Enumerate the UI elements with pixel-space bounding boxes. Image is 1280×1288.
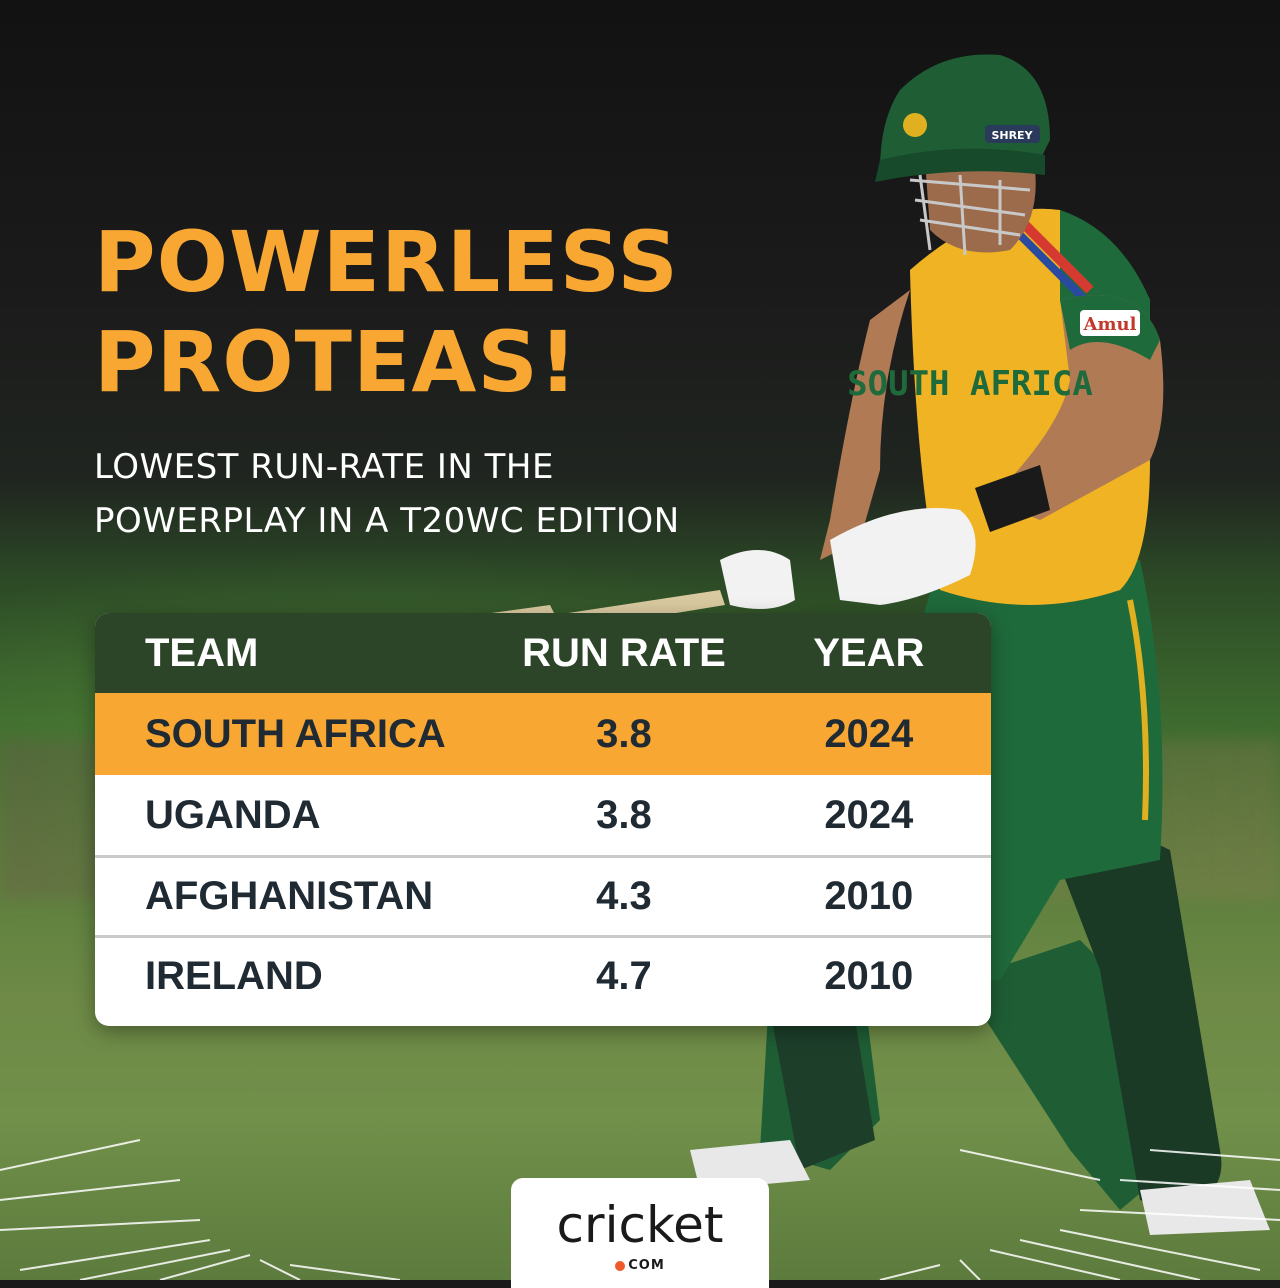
- subheadline: LOWEST RUN-RATE IN THE POWERPLAY IN A T2…: [94, 440, 680, 548]
- table-row: IRELAND 4.7 2010: [95, 935, 991, 1015]
- cell-team: SOUTH AFRICA: [145, 711, 446, 756]
- player-glove-left: [720, 550, 795, 609]
- cell-team: AFGHANISTAN: [145, 874, 434, 918]
- logo-main-text: cricket: [556, 1196, 724, 1254]
- player-arm-right: [990, 295, 1164, 520]
- subheadline-line-1: LOWEST RUN-RATE IN THE: [94, 447, 554, 487]
- cell-run-rate: 4.3: [596, 874, 652, 918]
- decorative-rays: [0, 1139, 1280, 1280]
- stats-table: TEAM RUN RATE YEAR SOUTH AFRICA 3.8 2024…: [95, 613, 991, 1026]
- player-face: [925, 152, 1036, 253]
- helmet-band-text: SHREY: [991, 129, 1033, 142]
- header-year: YEAR: [813, 630, 925, 675]
- headline-line-2: PROTEAS!: [94, 313, 579, 411]
- cell-year: 2010: [824, 954, 914, 998]
- cell-year: 2010: [824, 874, 914, 918]
- headline: POWERLESS PROTEAS!: [94, 212, 679, 412]
- table-row-highlighted: SOUTH AFRICA 3.8 2024: [95, 693, 991, 775]
- player-pad-right: [1050, 832, 1222, 1210]
- logo-sub-text: COM: [511, 1258, 769, 1273]
- table-header: TEAM RUN RATE YEAR: [95, 613, 991, 693]
- headline-line-1: POWERLESS: [94, 213, 679, 311]
- player-pad-left: [770, 990, 875, 1170]
- table-row: AFGHANISTAN 4.3 2010: [95, 855, 991, 935]
- brand-logo: cricket COM: [511, 1178, 769, 1288]
- cell-team: UGANDA: [145, 792, 321, 837]
- cell-run-rate: 3.8: [596, 792, 652, 837]
- player-boot-left: [690, 1140, 810, 1190]
- cell-year: 2024: [824, 792, 914, 837]
- player-glove-right: [830, 508, 976, 605]
- table-row: UGANDA 3.8 2024: [95, 775, 991, 855]
- cell-year: 2024: [824, 711, 914, 756]
- cell-team: IRELAND: [145, 954, 323, 998]
- cell-run-rate: 3.8: [596, 711, 652, 756]
- header-team: TEAM: [145, 630, 259, 675]
- player-arm-left: [820, 290, 910, 560]
- cell-run-rate: 4.7: [596, 954, 652, 998]
- jersey-text: SOUTH AFRICA: [847, 364, 1093, 404]
- subheadline-line-2: POWERPLAY IN A T20WC EDITION: [94, 501, 680, 541]
- header-run-rate: RUN RATE: [522, 630, 726, 675]
- sponsor-text: Amul: [1083, 314, 1137, 335]
- player-boot-right: [1140, 1180, 1270, 1235]
